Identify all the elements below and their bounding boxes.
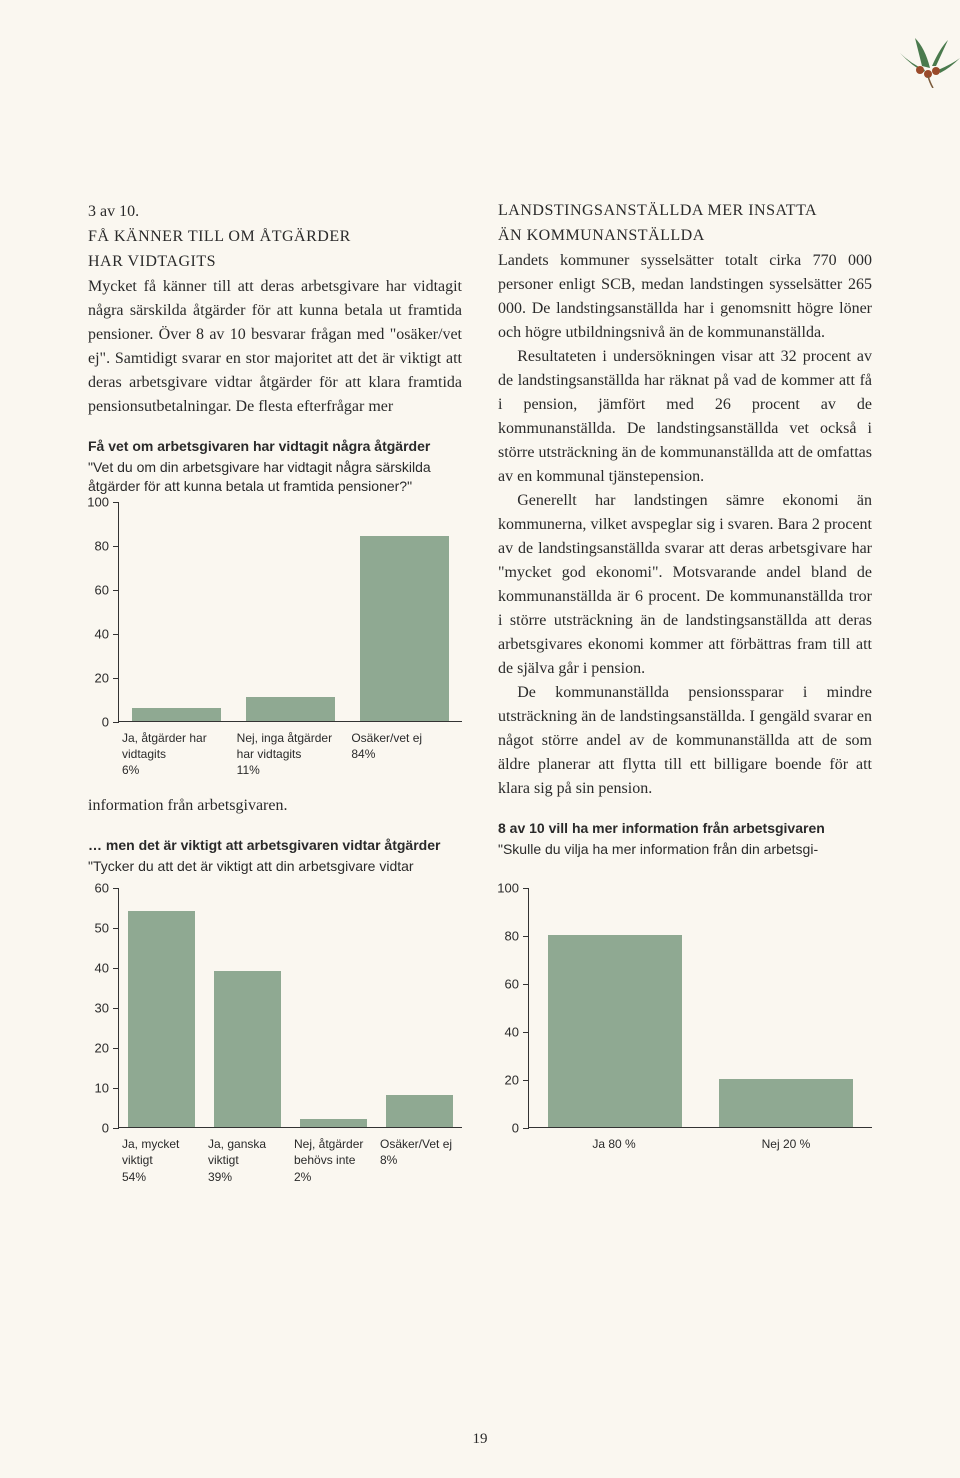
bar-label: Nej, åtgärderbehövs inte2% xyxy=(290,1136,376,1185)
heading-left-a: FÅ KÄNNER TILL OM ÅTGÄRDER xyxy=(88,226,462,248)
bar xyxy=(300,1119,367,1127)
olive-branch-ornament xyxy=(870,18,960,88)
bar xyxy=(132,708,221,721)
ytick-label: 30 xyxy=(95,1001,109,1016)
ytick-label: 20 xyxy=(95,670,109,685)
heading-left-b: HAR VIDTAGITS xyxy=(88,251,462,273)
bar-label: Ja, ganskaviktigt39% xyxy=(204,1136,290,1185)
ytick-label: 60 xyxy=(505,977,519,992)
ytick-label: 0 xyxy=(512,1121,519,1136)
bar-label: Nej, inga åtgärderhar vidtagits11% xyxy=(233,730,348,779)
bar xyxy=(246,697,335,721)
chart1: 020406080100 Ja, åtgärder harvidtagits6%… xyxy=(88,502,462,779)
bar-label: Osäker/vet ej84% xyxy=(347,730,462,779)
right-paragraph-4: De kommunanställda pensionssparar i mind… xyxy=(498,681,872,801)
chart3-sub: "Skulle du vilja ha mer information från… xyxy=(498,840,872,859)
bar-label: Nej 20 % xyxy=(700,1136,872,1152)
bar-label: Ja 80 % xyxy=(528,1136,700,1152)
after-chart1: information från arbetsgivaren. xyxy=(88,794,462,818)
ytick-label: 0 xyxy=(102,1121,109,1136)
ytick-label: 20 xyxy=(505,1073,519,1088)
bar xyxy=(548,935,682,1127)
right-paragraph-3: Generellt har landstingen sämre ekonomi … xyxy=(498,489,872,681)
bar xyxy=(719,1079,853,1127)
bar xyxy=(128,911,195,1127)
bar xyxy=(214,971,281,1127)
chart1-title: Få vet om arbetsgivaren har vidtagit någ… xyxy=(88,437,462,456)
ytick-label: 40 xyxy=(95,626,109,641)
ytick-label: 100 xyxy=(87,494,109,509)
chart1-sub: "Vet du om din arbetsgivare har vidtagit… xyxy=(88,458,462,496)
ytick-label: 60 xyxy=(95,881,109,896)
ytick-label: 40 xyxy=(505,1025,519,1040)
ytick-label: 10 xyxy=(95,1081,109,1096)
chart2: 0102030405060 Ja, mycketviktigt54%Ja, ga… xyxy=(88,888,462,1185)
page-number: 19 xyxy=(0,1431,960,1448)
heading-right-a: LANDSTINGSANSTÄLLDA MER INSATTA xyxy=(498,200,872,222)
intro-line: 3 av 10. xyxy=(88,200,462,224)
chart2-sub: "Tycker du att det är viktigt att din ar… xyxy=(88,857,462,876)
ytick-label: 0 xyxy=(102,714,109,729)
ytick-label: 100 xyxy=(497,881,519,896)
ytick xyxy=(523,1128,529,1129)
bar-label: Ja, mycketviktigt54% xyxy=(118,1136,204,1185)
ytick-label: 40 xyxy=(95,961,109,976)
ytick-label: 80 xyxy=(95,538,109,553)
bar xyxy=(386,1095,453,1127)
ytick-label: 50 xyxy=(95,921,109,936)
heading-right-b: ÄN KOMMUNANSTÄLLDA xyxy=(498,225,872,247)
right-paragraph-1: Landets kommuner sysselsätter totalt cir… xyxy=(498,249,872,345)
bar-label: Osäker/Vet ej8% xyxy=(376,1136,462,1185)
ytick-label: 60 xyxy=(95,582,109,597)
bar xyxy=(360,536,449,721)
right-paragraph-2: Resultateten i undersökningen visar att … xyxy=(498,345,872,489)
bar-label: Ja, åtgärder harvidtagits6% xyxy=(118,730,233,779)
ytick xyxy=(113,1128,119,1129)
ytick-label: 20 xyxy=(95,1041,109,1056)
left-paragraph-1: Mycket få känner till att deras arbetsgi… xyxy=(88,275,462,419)
chart2-title: … men det är viktigt att arbetsgivaren v… xyxy=(88,836,462,855)
chart3-title: 8 av 10 vill ha mer information från arb… xyxy=(498,819,872,838)
chart3: 020406080100 Ja 80 %Nej 20 % xyxy=(498,888,872,1152)
ytick-label: 80 xyxy=(505,929,519,944)
ytick xyxy=(113,722,119,723)
